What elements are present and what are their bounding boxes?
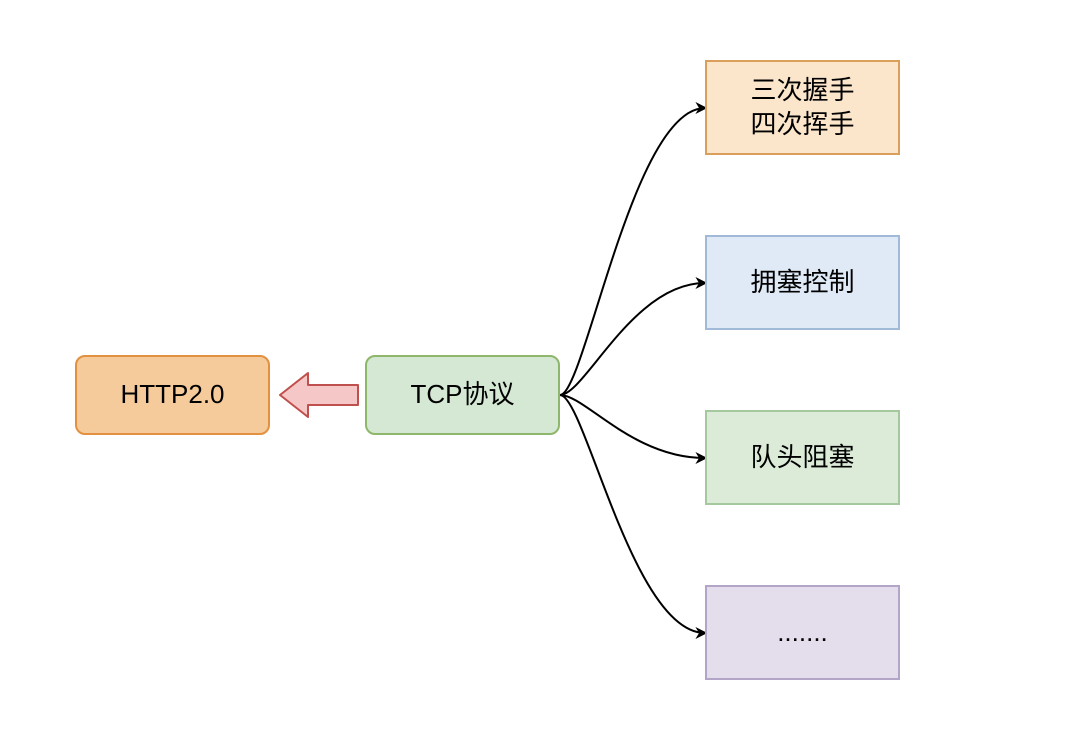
edge [560, 283, 705, 395]
block-arrow [280, 373, 358, 417]
node-tcp-label: TCP协议 [410, 378, 514, 412]
node-tcp: TCP协议 [365, 355, 560, 435]
node-congestion-label: 拥塞控制 [750, 266, 854, 300]
node-more: ....... [705, 585, 900, 680]
node-handshake: 三次握手 四次挥手 [705, 60, 900, 155]
node-blocking-label: 队头阻塞 [750, 441, 854, 475]
node-http-label: HTTP2.0 [120, 378, 224, 412]
node-more-label: ....... [777, 616, 828, 650]
edge [560, 108, 705, 395]
node-handshake-label: 三次握手 四次挥手 [750, 74, 854, 142]
node-blocking: 队头阻塞 [705, 410, 900, 505]
edge [560, 395, 705, 458]
node-congestion: 拥塞控制 [705, 235, 900, 330]
edge [560, 395, 705, 633]
node-http: HTTP2.0 [75, 355, 270, 435]
